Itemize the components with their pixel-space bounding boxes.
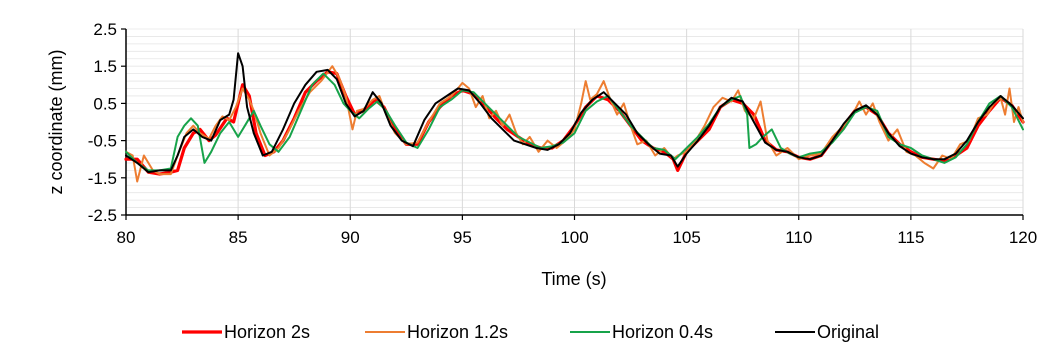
legend-item-horizon-0-4s: Horizon 0.4s [570, 322, 713, 342]
x-tick-label: 90 [341, 228, 360, 247]
legend-item-horizon-2s: Horizon 2s [182, 322, 310, 342]
x-tick-label: 120 [1009, 228, 1037, 247]
y-tick-label: 1.5 [93, 57, 117, 76]
legend-label-horizon-2s: Horizon 2s [224, 322, 310, 342]
x-tick-label: 110 [785, 228, 812, 247]
series-line-horizon-1-2s [125, 65, 1024, 183]
y-tick-label: -1.5 [88, 169, 117, 188]
series-line-original [125, 52, 1024, 174]
legend-label-original: Original [817, 322, 879, 342]
tick-labels: -2.5 -1.5 -0.5 0.5 1.5 2.5 80 85 90 95 100 105 110 11… [88, 20, 1037, 247]
x-tick-label: 115 [897, 228, 924, 247]
x-tick-label: 105 [672, 228, 700, 247]
y-tick-label: -2.5 [88, 206, 117, 225]
legend-item-horizon-1-2s: Horizon 1.2s [365, 322, 508, 342]
x-tick-label: 80 [117, 228, 136, 247]
legend-item-original: Original [775, 322, 879, 342]
y-axis-title: z coordinate (mm) [46, 49, 66, 194]
series-lines [124, 52, 1025, 183]
x-tick-label: 100 [560, 228, 588, 247]
legend-label-horizon-0-4s: Horizon 0.4s [612, 322, 713, 342]
axes [121, 28, 1024, 220]
x-tick-label: 85 [229, 228, 248, 247]
y-tick-label: 0.5 [93, 94, 117, 113]
y-tick-label: -0.5 [88, 132, 117, 151]
legend: Horizon 2s Horizon 1.2s Horizon 0.4s Ori… [182, 322, 879, 342]
legend-label-horizon-1-2s: Horizon 1.2s [407, 322, 508, 342]
x-tick-label: 95 [453, 228, 472, 247]
y-tick-label: 2.5 [93, 20, 117, 39]
grid [125, 28, 1024, 216]
x-axis-title: Time (s) [541, 269, 606, 289]
